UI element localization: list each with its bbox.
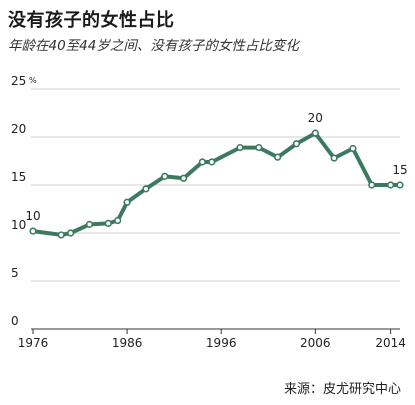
x-tick-label: 1996 xyxy=(206,336,237,350)
data-point xyxy=(311,129,319,137)
data-point xyxy=(104,219,112,227)
y-tick-label: 15 xyxy=(11,170,26,184)
data-point xyxy=(255,143,263,152)
data-point xyxy=(114,216,122,225)
data-point xyxy=(161,172,169,180)
data-point xyxy=(179,174,188,182)
x-tick-label: 2014 xyxy=(375,336,406,350)
data-label: 20 xyxy=(308,111,323,125)
source-note: 来源：皮尤研究中心 xyxy=(283,382,401,397)
x-tick-label: 1986 xyxy=(112,336,143,350)
data-point xyxy=(142,185,150,193)
data-point xyxy=(349,144,357,153)
data-point xyxy=(386,181,395,189)
data-point xyxy=(368,181,376,189)
data-point xyxy=(236,143,244,152)
data-point xyxy=(85,220,94,228)
data-label: 10 xyxy=(25,209,40,223)
data-point xyxy=(274,153,282,161)
data-point xyxy=(67,229,75,237)
data-point xyxy=(330,154,338,162)
x-tick-label: 1976 xyxy=(18,336,49,350)
y-tick-label: 10 xyxy=(11,218,26,232)
data-point xyxy=(29,227,37,235)
data-point xyxy=(208,158,216,166)
y-unit-label: % xyxy=(29,76,37,85)
y-tick-label: 0 xyxy=(11,314,19,328)
data-label: 15 xyxy=(392,163,407,177)
chart-title: 没有孩子的女性占比 xyxy=(8,10,175,31)
y-tick-label: 5 xyxy=(11,266,19,280)
y-tick-label: 20 xyxy=(11,122,26,136)
chart-subtitle: 年龄在40至44岁之间、没有孩子的女性占比变化 xyxy=(8,38,299,54)
data-point xyxy=(198,158,206,166)
data-point xyxy=(292,140,301,148)
x-tick-label: 2006 xyxy=(300,336,331,350)
data-point xyxy=(123,198,131,206)
series-line xyxy=(31,131,402,237)
data-point xyxy=(396,181,404,189)
y-tick-label: 25 xyxy=(11,74,26,88)
data-point xyxy=(57,231,65,239)
